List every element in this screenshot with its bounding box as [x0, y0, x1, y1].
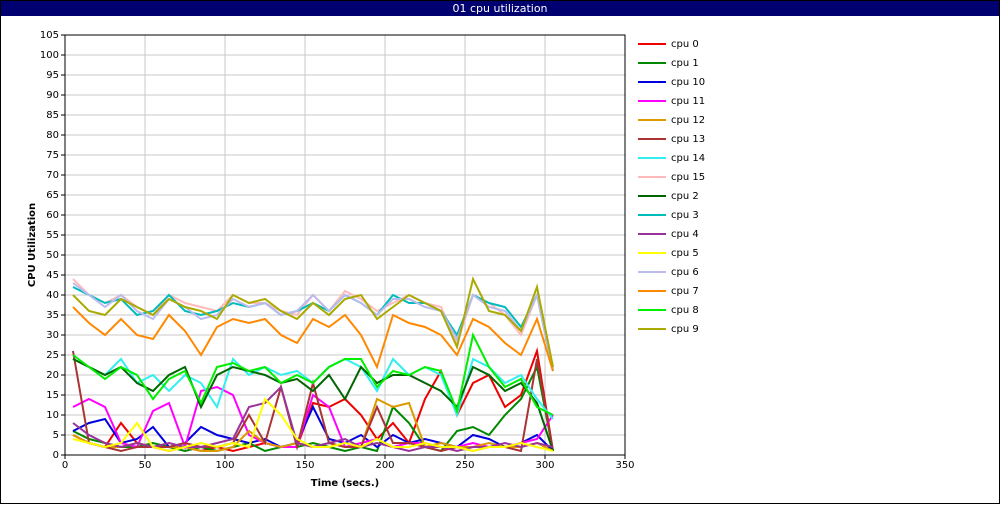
- y-tick-label: 0: [53, 450, 59, 461]
- y-tick-label: 70: [46, 170, 59, 181]
- y-tick-label: 35: [46, 310, 59, 321]
- legend-label: cpu 12: [671, 115, 705, 126]
- plot-frame: [64, 34, 626, 456]
- x-tick-label: 0: [62, 460, 68, 471]
- legend-label: cpu 4: [671, 229, 699, 240]
- y-tick-label: 75: [46, 150, 59, 161]
- series-line: [72, 404, 554, 452]
- legend-label: cpu 6: [671, 267, 699, 278]
- y-tick-label: 45: [46, 270, 59, 281]
- y-tick-label: 5: [53, 430, 59, 441]
- x-tick-label: 200: [375, 460, 394, 471]
- y-tick-label: 20: [46, 370, 59, 381]
- legend-label: cpu 0: [671, 39, 699, 50]
- y-tick-label: 10: [46, 410, 59, 421]
- y-tick-label: 80: [46, 130, 59, 141]
- legend-label: cpu 14: [671, 153, 705, 164]
- x-tick-label: 350: [615, 460, 634, 471]
- series-line: [72, 363, 554, 453]
- y-axis-label: CPU Utilization: [27, 203, 38, 287]
- y-tick-label: 15: [46, 390, 59, 401]
- x-tick-label: 100: [215, 460, 234, 471]
- legend-label: cpu 11: [671, 96, 705, 107]
- legend-label: cpu 2: [671, 191, 699, 202]
- series-line: [72, 276, 554, 368]
- y-tick-label: 55: [46, 230, 59, 241]
- y-tick-label: 100: [40, 50, 59, 61]
- x-axis-label: Time (secs.): [311, 478, 380, 489]
- title-bar: [1, 1, 999, 16]
- y-tick-label: 65: [46, 190, 59, 201]
- x-tick-label: 50: [139, 460, 152, 471]
- series-line: [72, 331, 554, 416]
- legend-label: cpu 8: [671, 305, 699, 316]
- legend-label: cpu 3: [671, 210, 699, 221]
- legend-label: cpu 7: [671, 286, 699, 297]
- y-tick-label: 85: [46, 110, 59, 121]
- x-tick-label: 250: [455, 460, 474, 471]
- y-tick-label: 105: [40, 30, 59, 41]
- series-line: [72, 385, 554, 451]
- legend-label: cpu 10: [671, 77, 705, 88]
- legend-label: cpu 15: [671, 172, 705, 183]
- y-tick-label: 25: [46, 350, 59, 361]
- y-tick-label: 50: [46, 250, 59, 261]
- y-tick-label: 40: [46, 290, 59, 301]
- x-tick-label: 150: [295, 460, 314, 471]
- legend-label: cpu 1: [671, 58, 699, 69]
- y-tick-label: 60: [46, 210, 59, 221]
- legend-label: cpu 9: [671, 324, 699, 335]
- series-line: [72, 306, 554, 372]
- series-line: [72, 282, 554, 372]
- y-tick-label: 90: [46, 90, 59, 101]
- legend-label: cpu 13: [671, 134, 705, 145]
- y-tick-label: 30: [46, 330, 59, 341]
- legend-label: cpu 5: [671, 248, 699, 259]
- y-tick-label: 95: [46, 70, 59, 81]
- x-tick-label: 300: [535, 460, 554, 471]
- window-title: 01 cpu utilization: [452, 2, 547, 15]
- series-line: [72, 397, 554, 453]
- series-line: [72, 358, 554, 452]
